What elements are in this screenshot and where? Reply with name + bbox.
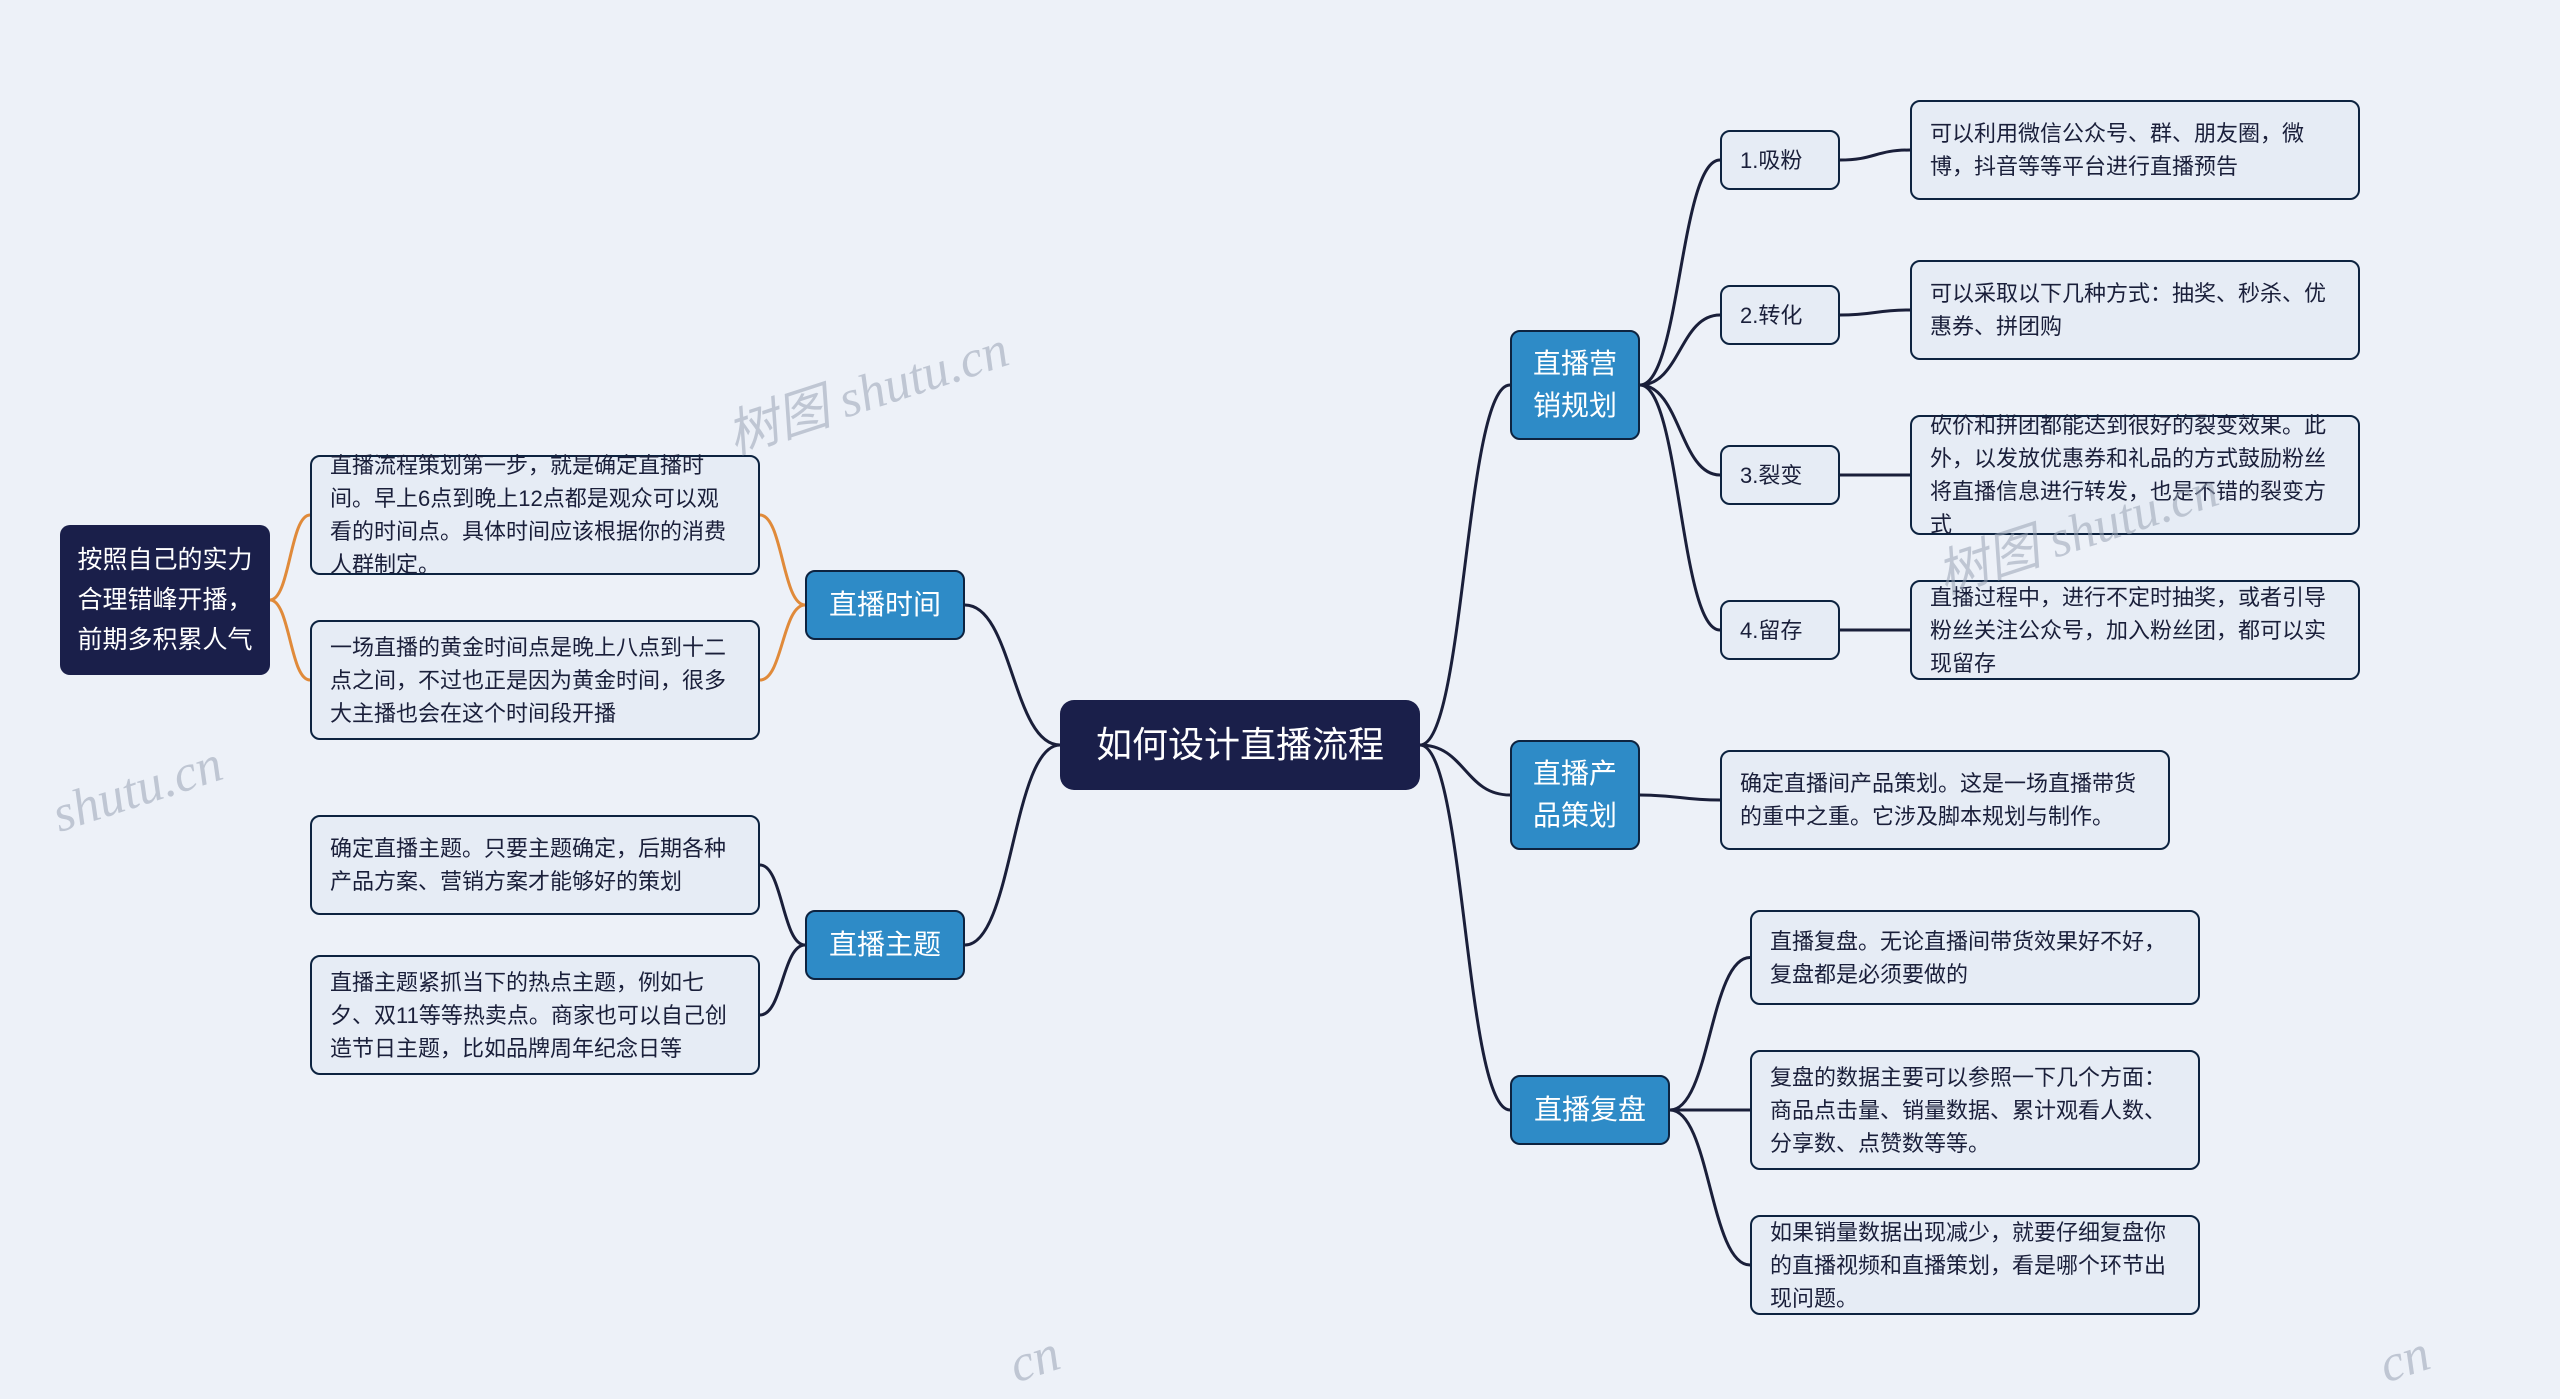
- topic-time: 直播时间: [805, 570, 965, 640]
- root-node: 如何设计直播流程: [1060, 700, 1420, 790]
- watermark: cn: [2372, 1324, 2437, 1395]
- topic-theme: 直播主题: [805, 910, 965, 980]
- leaf-m4-detail: 直播过程中，进行不定时抽奖，或者引导粉丝关注公众号，加入粉丝团，都可以实现留存: [1910, 580, 2360, 680]
- topic-marketing: 直播营 销规划: [1510, 330, 1640, 440]
- leaf-m1-detail: 可以利用微信公众号、群、朋友圈，微博，抖音等等平台进行直播预告: [1910, 100, 2360, 200]
- watermark: shutu.cn: [45, 734, 229, 844]
- leaf-m2-detail: 可以采取以下几种方式：抽奖、秒杀、优惠券、拼团购: [1910, 260, 2360, 360]
- leaf-time-1: 直播流程策划第一步，就是确定直播时间。早上6点到晚上12点都是观众可以观看的时间…: [310, 455, 760, 575]
- special-note: 按照自己的实力合理错峰开播，前期多积累人气: [60, 525, 270, 675]
- leaf-product-detail: 确定直播间产品策划。这是一场直播带货的重中之重。它涉及脚本规划与制作。: [1720, 750, 2170, 850]
- watermark: cn: [1002, 1324, 1067, 1395]
- leaf-m3-detail: 砍价和拼团都能达到很好的裂变效果。此外，以发放优惠券和礼品的方式鼓励粉丝将直播信…: [1910, 415, 2360, 535]
- leaf-r3: 如果销量数据出现减少，就要仔细复盘你的直播视频和直播策划，看是哪个环节出现问题。: [1750, 1215, 2200, 1315]
- sub-m1: 1.吸粉: [1720, 130, 1840, 190]
- watermark: 树图 shutu.cn: [716, 307, 1017, 468]
- sub-m3: 3.裂变: [1720, 445, 1840, 505]
- leaf-theme-1: 确定直播主题。只要主题确定，后期各种产品方案、营销方案才能够好的策划: [310, 815, 760, 915]
- topic-review: 直播复盘: [1510, 1075, 1670, 1145]
- sub-m2: 2.转化: [1720, 285, 1840, 345]
- leaf-time-2: 一场直播的黄金时间点是晚上八点到十二点之间，不过也正是因为黄金时间，很多大主播也…: [310, 620, 760, 740]
- leaf-theme-2: 直播主题紧抓当下的热点主题，例如七夕、双11等等热卖点。商家也可以自己创造节日主…: [310, 955, 760, 1075]
- leaf-r2: 复盘的数据主要可以参照一下几个方面：商品点击量、销量数据、累计观看人数、分享数、…: [1750, 1050, 2200, 1170]
- topic-product: 直播产 品策划: [1510, 740, 1640, 850]
- sub-m4: 4.留存: [1720, 600, 1840, 660]
- leaf-r1: 直播复盘。无论直播间带货效果好不好，复盘都是必须要做的: [1750, 910, 2200, 1005]
